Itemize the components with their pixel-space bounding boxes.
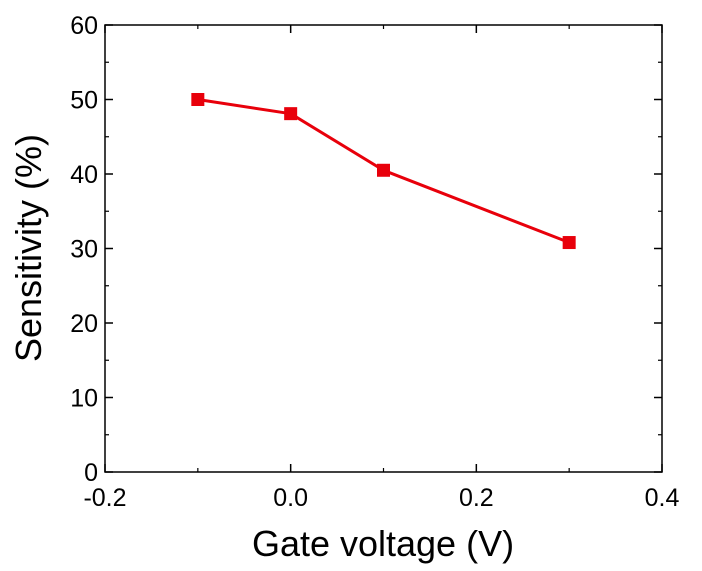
x-tick-label: -0.2 (83, 484, 126, 512)
y-tick-label: 10 (70, 385, 98, 413)
y-axis-title: Sensitivity (%) (8, 134, 49, 362)
x-tick-label: 0.4 (645, 484, 680, 512)
y-tick-label: 50 (70, 87, 98, 115)
x-tick-label: 0.0 (273, 484, 308, 512)
y-axis-ticks: 0 10 20 30 40 50 60 (70, 12, 662, 487)
y-tick-label: 60 (70, 12, 98, 40)
x-axis-ticks: -0.2 0.0 0.2 0.4 (83, 25, 679, 512)
data-point-marker (191, 93, 205, 106)
data-point-marker (562, 236, 576, 250)
y-tick-label: 0 (84, 459, 98, 487)
series-layer (191, 93, 576, 250)
plot-frame (104, 24, 663, 473)
series-line (197, 98, 570, 244)
data-point-marker (284, 107, 298, 121)
x-axis-title: Gate voltage (V) (252, 523, 514, 564)
y-tick-label: 20 (70, 310, 98, 338)
y-tick-label: 40 (70, 161, 98, 189)
x-tick-label: 0.2 (459, 484, 494, 512)
y-tick-label: 30 (70, 236, 98, 264)
data-point-marker (377, 163, 390, 177)
